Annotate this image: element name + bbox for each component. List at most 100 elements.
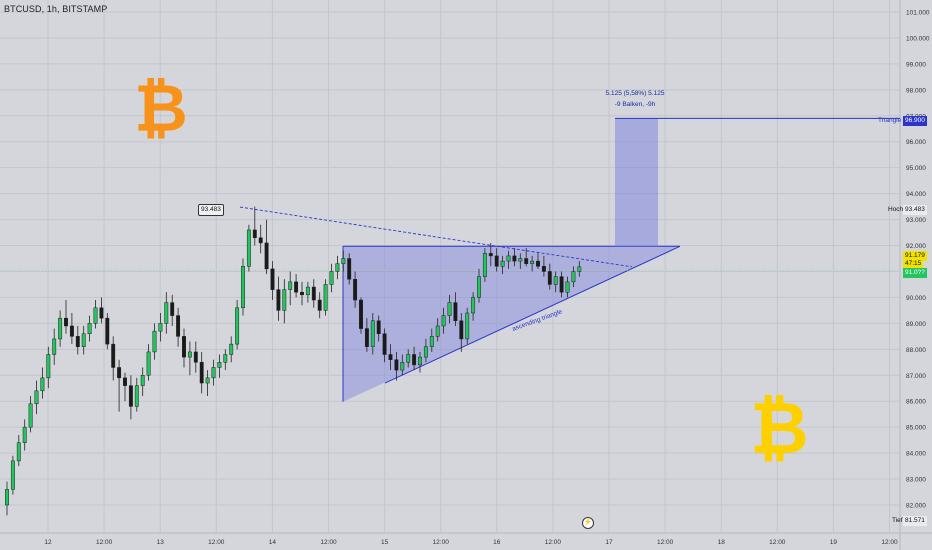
candle (246, 224, 251, 272)
candle-body (359, 299, 363, 329)
triangle-axis-value: 96.900 (903, 116, 927, 126)
y-tick-label: 101.000 (906, 10, 930, 17)
candle-body (300, 291, 304, 296)
bitcoin-logo-orange: ₿ (134, 70, 188, 147)
candle-body (382, 333, 387, 355)
candle-body (235, 307, 240, 345)
x-tick-label: 12:00 (433, 539, 450, 546)
candle-body (423, 346, 428, 358)
y-tick-label: 83.000 (906, 477, 926, 484)
candle-body (506, 255, 511, 262)
y-tick-label: 82.000 (906, 503, 926, 510)
candle-body (40, 377, 45, 392)
candle (123, 372, 127, 402)
y-tick-label: 87.000 (906, 373, 926, 380)
candle-body (347, 258, 352, 280)
candles (5, 206, 582, 516)
candle-body (541, 266, 546, 272)
candle (530, 255, 535, 272)
candle-body (164, 302, 169, 324)
candle-body (223, 354, 228, 363)
candle-body (10, 460, 15, 490)
candle (400, 354, 405, 376)
candle-body (182, 336, 186, 358)
candle (288, 271, 293, 306)
candle-body (370, 320, 375, 347)
y-tick-label: 86.000 (906, 399, 926, 406)
candle (134, 377, 139, 412)
countdown-tag: 47:15 (903, 259, 924, 269)
candle-body (317, 299, 322, 311)
candle-body (553, 276, 558, 285)
y-tick-label: 90.000 (906, 295, 926, 302)
candle-body (99, 307, 104, 319)
x-tick-label: 12:00 (208, 539, 225, 546)
candle (258, 224, 263, 254)
triangle-axis-label: Triangle (878, 117, 902, 124)
candle-body (152, 330, 157, 353)
candle-body (335, 263, 340, 272)
candle (211, 359, 216, 386)
candle-body (81, 333, 86, 347)
candle (453, 292, 458, 326)
candle-body (264, 242, 269, 270)
candle-body (429, 336, 434, 347)
candle-body (565, 281, 570, 293)
candle-body (512, 255, 517, 262)
x-tick-label: 14 (269, 539, 277, 546)
candle-body (176, 315, 181, 337)
candle (22, 419, 27, 451)
candle (565, 276, 570, 298)
candle (34, 380, 39, 415)
candle-body (123, 377, 127, 386)
candle (300, 281, 304, 306)
y-tick-label: 94.000 (906, 191, 926, 198)
candle (276, 276, 281, 321)
candle (571, 266, 576, 288)
candle-body (258, 237, 263, 244)
candle (418, 351, 422, 373)
current-price-tag: 91.0?? (903, 268, 927, 278)
candle (465, 307, 470, 345)
candle-body (34, 390, 39, 405)
candle-body (199, 362, 204, 384)
candle-body (193, 351, 198, 363)
y-tick-label: 84.000 (906, 451, 926, 458)
candle-body (571, 271, 576, 283)
dashed-trend-line (239, 206, 633, 268)
candle (205, 370, 210, 397)
candle-body (465, 312, 470, 340)
candle-body (406, 354, 411, 363)
candle-body (294, 281, 299, 293)
candle-body (488, 253, 493, 257)
candle-body (111, 343, 116, 368)
candle (429, 328, 434, 352)
candle-body (87, 323, 92, 334)
candle (547, 263, 552, 290)
candle-body (170, 302, 175, 316)
lightning-icon[interactable]: ⚡ (582, 517, 594, 529)
candle-body (288, 281, 293, 290)
candle (64, 300, 68, 334)
candle (447, 294, 452, 324)
candle-body (441, 315, 446, 327)
y-tick-label: 96.000 (906, 139, 926, 146)
candle (193, 341, 198, 373)
y-tick-label: 100.000 (906, 35, 930, 42)
candle (376, 315, 381, 342)
high-axis-value: 93.483 (903, 205, 927, 215)
y-tick-label: 98.000 (906, 87, 926, 94)
candle (482, 248, 487, 282)
x-tick-label: 12:00 (320, 539, 337, 546)
candle (81, 325, 86, 355)
candle-body (518, 258, 523, 262)
candle (146, 344, 151, 381)
candle-body (482, 253, 487, 277)
candle-body (16, 442, 21, 462)
candle-body (187, 351, 192, 358)
measure-label-line2: -9 Balken, -9h (614, 101, 656, 108)
candle-body (69, 325, 74, 337)
y-tick-label: 93.000 (906, 217, 926, 224)
